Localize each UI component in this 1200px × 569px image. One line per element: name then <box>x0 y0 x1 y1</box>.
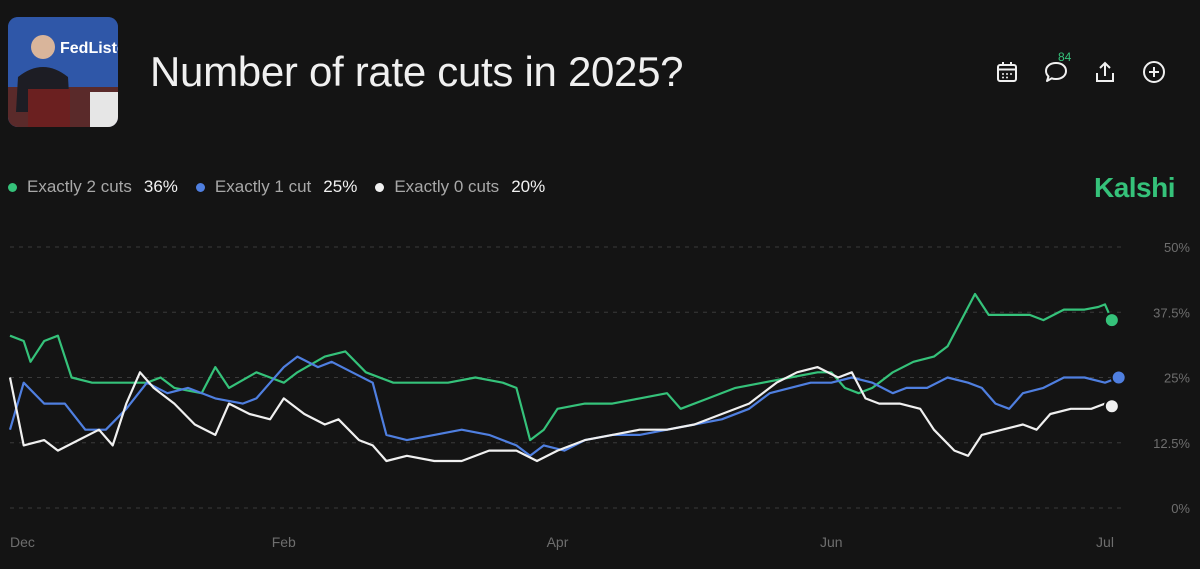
share-button[interactable] <box>1091 58 1119 86</box>
blue-dot-icon <box>195 182 205 192</box>
probability-line-chart: 0% 12.5% 25% 37.5% 50% Dec Feb Apr Jun Jul <box>8 240 1190 550</box>
x-tick-label: Jun <box>820 534 843 550</box>
x-tick-label: Dec <box>10 534 35 550</box>
share-icon <box>1096 61 1114 82</box>
calendar-icon <box>997 62 1017 82</box>
x-tick-label: Feb <box>272 534 296 550</box>
market-thumbnail: FedListens <box>8 17 118 127</box>
comment-icon <box>1045 62 1067 82</box>
x-tick-label: Apr <box>547 534 569 550</box>
series-endpoint-marker <box>1110 369 1127 386</box>
page-title: Number of rate cuts in 2025? <box>150 48 684 95</box>
x-tick-label: Jul <box>1096 534 1114 550</box>
legend-value: 20% <box>511 177 546 196</box>
chart-series <box>8 292 1120 463</box>
legend-item-2-cuts[interactable]: Exactly 2 cuts 36% <box>8 177 178 197</box>
y-tick-label: 12.5% <box>1153 436 1190 451</box>
series-line[interactable] <box>8 366 1113 463</box>
y-axis-ticks: 0% 12.5% 25% 37.5% 50% <box>1153 240 1190 516</box>
add-button[interactable] <box>1140 58 1168 86</box>
y-tick-label: 0% <box>1171 501 1190 516</box>
y-tick-label: 25% <box>1164 371 1190 386</box>
legend-item-1-cut[interactable]: Exactly 1 cut 25% <box>195 177 358 197</box>
kalshi-logo: Kalshi <box>1093 172 1176 203</box>
add-icon <box>1143 61 1165 83</box>
x-axis-ticks: Dec Feb Apr Jun Jul <box>10 534 1114 550</box>
chart-grid <box>10 246 1125 509</box>
green-dot-icon <box>8 182 17 192</box>
comments-button[interactable] <box>1042 58 1070 86</box>
series-endpoint-marker <box>1103 312 1120 329</box>
comment-count-badge: 84 <box>1058 50 1072 64</box>
legend-label: Exactly 2 cuts <box>27 177 132 196</box>
y-tick-label: 37.5% <box>1153 305 1190 320</box>
fed-chair-photo: FedListens <box>8 17 118 127</box>
legend-label: Exactly 1 cut <box>214 177 312 196</box>
thumbnail-text: FedListens <box>60 40 118 57</box>
legend-label: Exactly 0 cuts <box>394 177 500 196</box>
series-line[interactable] <box>8 355 1120 457</box>
calendar-button[interactable] <box>993 58 1021 86</box>
series-endpoint-marker <box>1103 398 1120 415</box>
series-line[interactable] <box>9 292 1113 442</box>
white-dot-icon <box>375 182 385 192</box>
y-tick-label: 50% <box>1164 240 1190 255</box>
series-endpoints <box>1103 312 1127 415</box>
legend-value: 25% <box>323 177 358 196</box>
chart-legend: Exactly 2 cuts 36% Exactly 1 cut 25% Exa… <box>8 177 545 197</box>
legend-value: 36% <box>143 177 178 196</box>
legend-item-0-cuts[interactable]: Exactly 0 cuts 20% <box>375 177 545 197</box>
